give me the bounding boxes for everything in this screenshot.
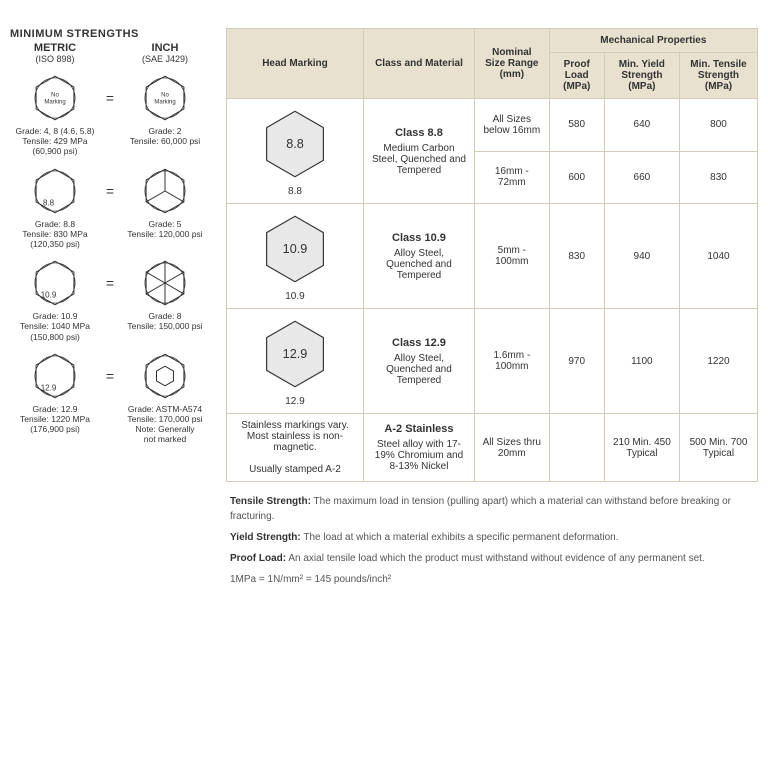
metric-col-header: METRIC (ISO 898) bbox=[10, 42, 100, 64]
head-marking-cell: 12.912.9 bbox=[227, 309, 364, 414]
cell-tensile: 1220 bbox=[679, 309, 757, 414]
cell-proof: 600 bbox=[549, 151, 604, 204]
left-title: MINIMUM STRENGTHS bbox=[10, 28, 218, 40]
head-marking-cell: 8.88.8 bbox=[227, 99, 364, 204]
head-marking-cell: 10.910.9 bbox=[227, 204, 364, 309]
svg-text:No: No bbox=[161, 93, 169, 99]
table-row: Stainless markings vary. Most stainless … bbox=[227, 414, 758, 482]
class-cell: A-2 StainlessSteel alloy with 17-19% Chr… bbox=[363, 414, 474, 482]
class-cell: Class 8.8Medium Carbon Steel, Quenched a… bbox=[363, 99, 474, 204]
inch-hex: Grade: ASTM-A574Tensile: 170,000 psiNote… bbox=[120, 350, 210, 445]
cell-size: All Sizes below 16mm bbox=[474, 99, 549, 152]
th-head-marking: Head Marking bbox=[227, 29, 364, 99]
svg-text:12.9: 12.9 bbox=[41, 383, 57, 392]
svg-text:12.9: 12.9 bbox=[283, 347, 308, 361]
cell-yield: 660 bbox=[604, 151, 679, 204]
cell-proof: 970 bbox=[549, 309, 604, 414]
class-cell: Class 12.9Alloy Steel, Quenched and Temp… bbox=[363, 309, 474, 414]
cell-yield: 640 bbox=[604, 99, 679, 152]
metric-hex: 8.8Grade: 8.8Tensile: 830 MPa(120,350 ps… bbox=[10, 165, 100, 250]
svg-text:10.9: 10.9 bbox=[41, 290, 57, 299]
cell-proof: 830 bbox=[549, 204, 604, 309]
table-row: 10.910.9Class 10.9Alloy Steel, Quenched … bbox=[227, 204, 758, 309]
strength-table: Head Marking Class and Material Nominal … bbox=[226, 28, 758, 482]
table-row: 8.88.8Class 8.8Medium Carbon Steel, Quen… bbox=[227, 99, 758, 152]
cell-size: 16mm - 72mm bbox=[474, 151, 549, 204]
comparison-row: 12.9Grade: 12.9Tensile: 1220 MPa(176,900… bbox=[10, 350, 218, 445]
metric-hex: NoMarkingGrade: 4, 8 (4.6, 5.8)Tensile: … bbox=[10, 72, 100, 157]
th-yield: Min. Yield Strength (MPa) bbox=[604, 53, 679, 99]
inch-hex: Grade: 5Tensile: 120,000 psi bbox=[120, 165, 210, 239]
comparison-row: NoMarkingGrade: 4, 8 (4.6, 5.8)Tensile: … bbox=[10, 72, 218, 157]
cell-size: 1.6mm - 100mm bbox=[474, 309, 549, 414]
table-row: 12.912.9Class 12.9Alloy Steel, Quenched … bbox=[227, 309, 758, 414]
cell-size: 5mm - 100mm bbox=[474, 204, 549, 309]
inch-col-header: INCH (SAE J429) bbox=[120, 42, 210, 64]
left-panel: MINIMUM STRENGTHS METRIC (ISO 898) INCH … bbox=[10, 28, 218, 593]
comparison-row: 8.8Grade: 8.8Tensile: 830 MPa(120,350 ps… bbox=[10, 165, 218, 250]
head-marking-cell: Stainless markings vary. Most stainless … bbox=[227, 414, 364, 482]
inch-hex: NoMarkingGrade: 2Tensile: 60,000 psi bbox=[120, 72, 210, 146]
cell-tensile: 500 Min. 700 Typical bbox=[679, 414, 757, 482]
cell-yield: 210 Min. 450 Typical bbox=[604, 414, 679, 482]
equals-icon: = bbox=[100, 72, 120, 106]
metric-hex: 10.9Grade: 10.9Tensile: 1040 MPa(150,800… bbox=[10, 257, 100, 342]
th-mech: Mechanical Properties bbox=[549, 29, 757, 53]
th-class-material: Class and Material bbox=[363, 29, 474, 99]
right-panel: Head Marking Class and Material Nominal … bbox=[226, 28, 758, 593]
cell-proof: 580 bbox=[549, 99, 604, 152]
cell-yield: 1100 bbox=[604, 309, 679, 414]
cell-proof bbox=[549, 414, 604, 482]
svg-text:10.9: 10.9 bbox=[283, 242, 308, 256]
th-tensile: Min. Tensile Strength (MPa) bbox=[679, 53, 757, 99]
inch-hex: Grade: 8Tensile: 150,000 psi bbox=[120, 257, 210, 331]
svg-text:Marking: Marking bbox=[154, 100, 175, 106]
svg-text:No: No bbox=[51, 93, 59, 99]
class-cell: Class 10.9Alloy Steel, Quenched and Temp… bbox=[363, 204, 474, 309]
svg-text:8.8: 8.8 bbox=[286, 137, 304, 151]
comparison-row: 10.9Grade: 10.9Tensile: 1040 MPa(150,800… bbox=[10, 257, 218, 342]
equals-icon: = bbox=[100, 165, 120, 199]
cell-tensile: 800 bbox=[679, 99, 757, 152]
svg-text:Marking: Marking bbox=[44, 100, 65, 106]
footer-notes: Tensile Strength: The maximum load in te… bbox=[226, 494, 758, 587]
svg-text:8.8: 8.8 bbox=[43, 198, 55, 207]
cell-tensile: 830 bbox=[679, 151, 757, 204]
cell-yield: 940 bbox=[604, 204, 679, 309]
cell-tensile: 1040 bbox=[679, 204, 757, 309]
metric-hex: 12.9Grade: 12.9Tensile: 1220 MPa(176,900… bbox=[10, 350, 100, 435]
th-size: Nominal Size Range (mm) bbox=[474, 29, 549, 99]
equals-icon: = bbox=[100, 350, 120, 384]
cell-size: All Sizes thru 20mm bbox=[474, 414, 549, 482]
th-proof: Proof Load (MPa) bbox=[549, 53, 604, 99]
equals-icon: = bbox=[100, 257, 120, 291]
